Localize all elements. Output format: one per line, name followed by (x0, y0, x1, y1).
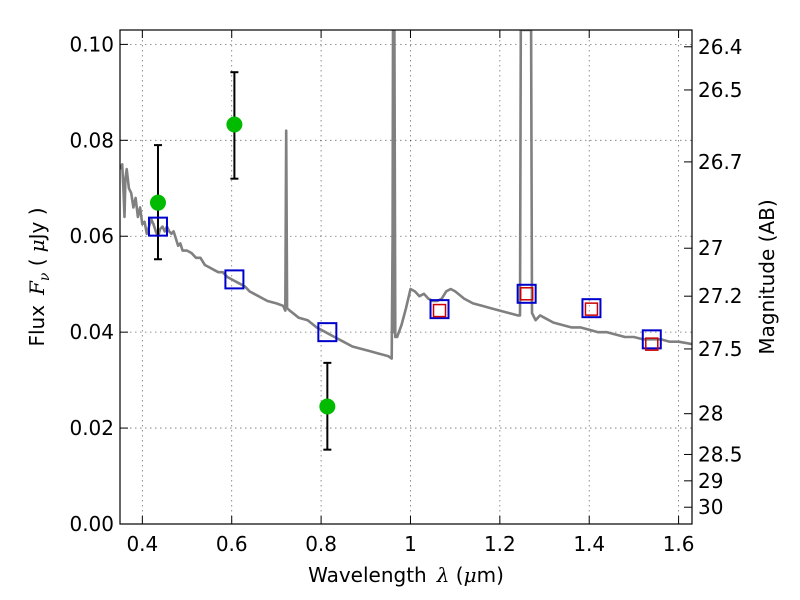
x-tick-label: 0.6 (216, 532, 248, 556)
observed-point (149, 194, 166, 211)
model-point (147, 216, 168, 237)
model-point (429, 299, 450, 320)
y2-tick-label: 27 (698, 236, 723, 260)
y2-tick-label: 27.5 (698, 337, 743, 361)
plot-frame (119, 29, 693, 525)
model-point (581, 298, 602, 319)
x-tick-label: 1.6 (663, 532, 695, 556)
y2-axis-label: Magnitude (AB) (755, 199, 779, 354)
x-tick-label: 0.4 (126, 532, 158, 556)
y2-tick-label: 30 (698, 495, 723, 519)
x-tick-label: 1.4 (573, 532, 605, 556)
x-tick-label: 0.8 (305, 532, 337, 556)
x-tick-label: 1 (404, 532, 417, 556)
y2-tick-label: 26.4 (698, 35, 743, 59)
model-point (516, 283, 537, 304)
y-axis-label: FluxFν (μJy ) (25, 207, 53, 346)
observed-point (319, 398, 336, 415)
y-axis: 0.00 0.02 0.04 0.06 0.08 0.10 (69, 32, 128, 536)
ir-point (645, 337, 659, 351)
model-point (224, 269, 245, 290)
ir-point (584, 302, 599, 316)
x-tick-label: 1.2 (484, 532, 516, 556)
grid (120, 30, 692, 525)
y2-tick-label: 26.5 (698, 78, 743, 102)
model-point (317, 322, 338, 343)
y-tick-label: 0.00 (69, 512, 114, 536)
y-tick-label: 0.04 (69, 320, 114, 344)
y-tick-label: 0.06 (69, 224, 114, 248)
model-point (641, 329, 662, 350)
y2-tick-label: 28.5 (698, 442, 743, 466)
y2-tick-label: 29 (698, 469, 723, 493)
y2-tick-label: 26.7 (698, 150, 743, 174)
ir-point (432, 303, 447, 318)
y-tick-label: 0.10 (69, 32, 114, 56)
x-axis-label: Wavelength λ (μm) (308, 563, 504, 587)
y-tick-label: 0.08 (69, 128, 114, 152)
spectrum-line (120, 30, 692, 360)
observed-point (226, 116, 243, 133)
y2-tick-label: 27.2 (698, 284, 743, 308)
plot-area (120, 30, 692, 451)
y-tick-label: 0.02 (69, 416, 114, 440)
x-axis: 0.4 0.6 0.8 1 1.2 1.4 1.6 (126, 30, 695, 556)
y2-tick-label: 28 (698, 402, 723, 426)
ir-point (519, 287, 534, 301)
